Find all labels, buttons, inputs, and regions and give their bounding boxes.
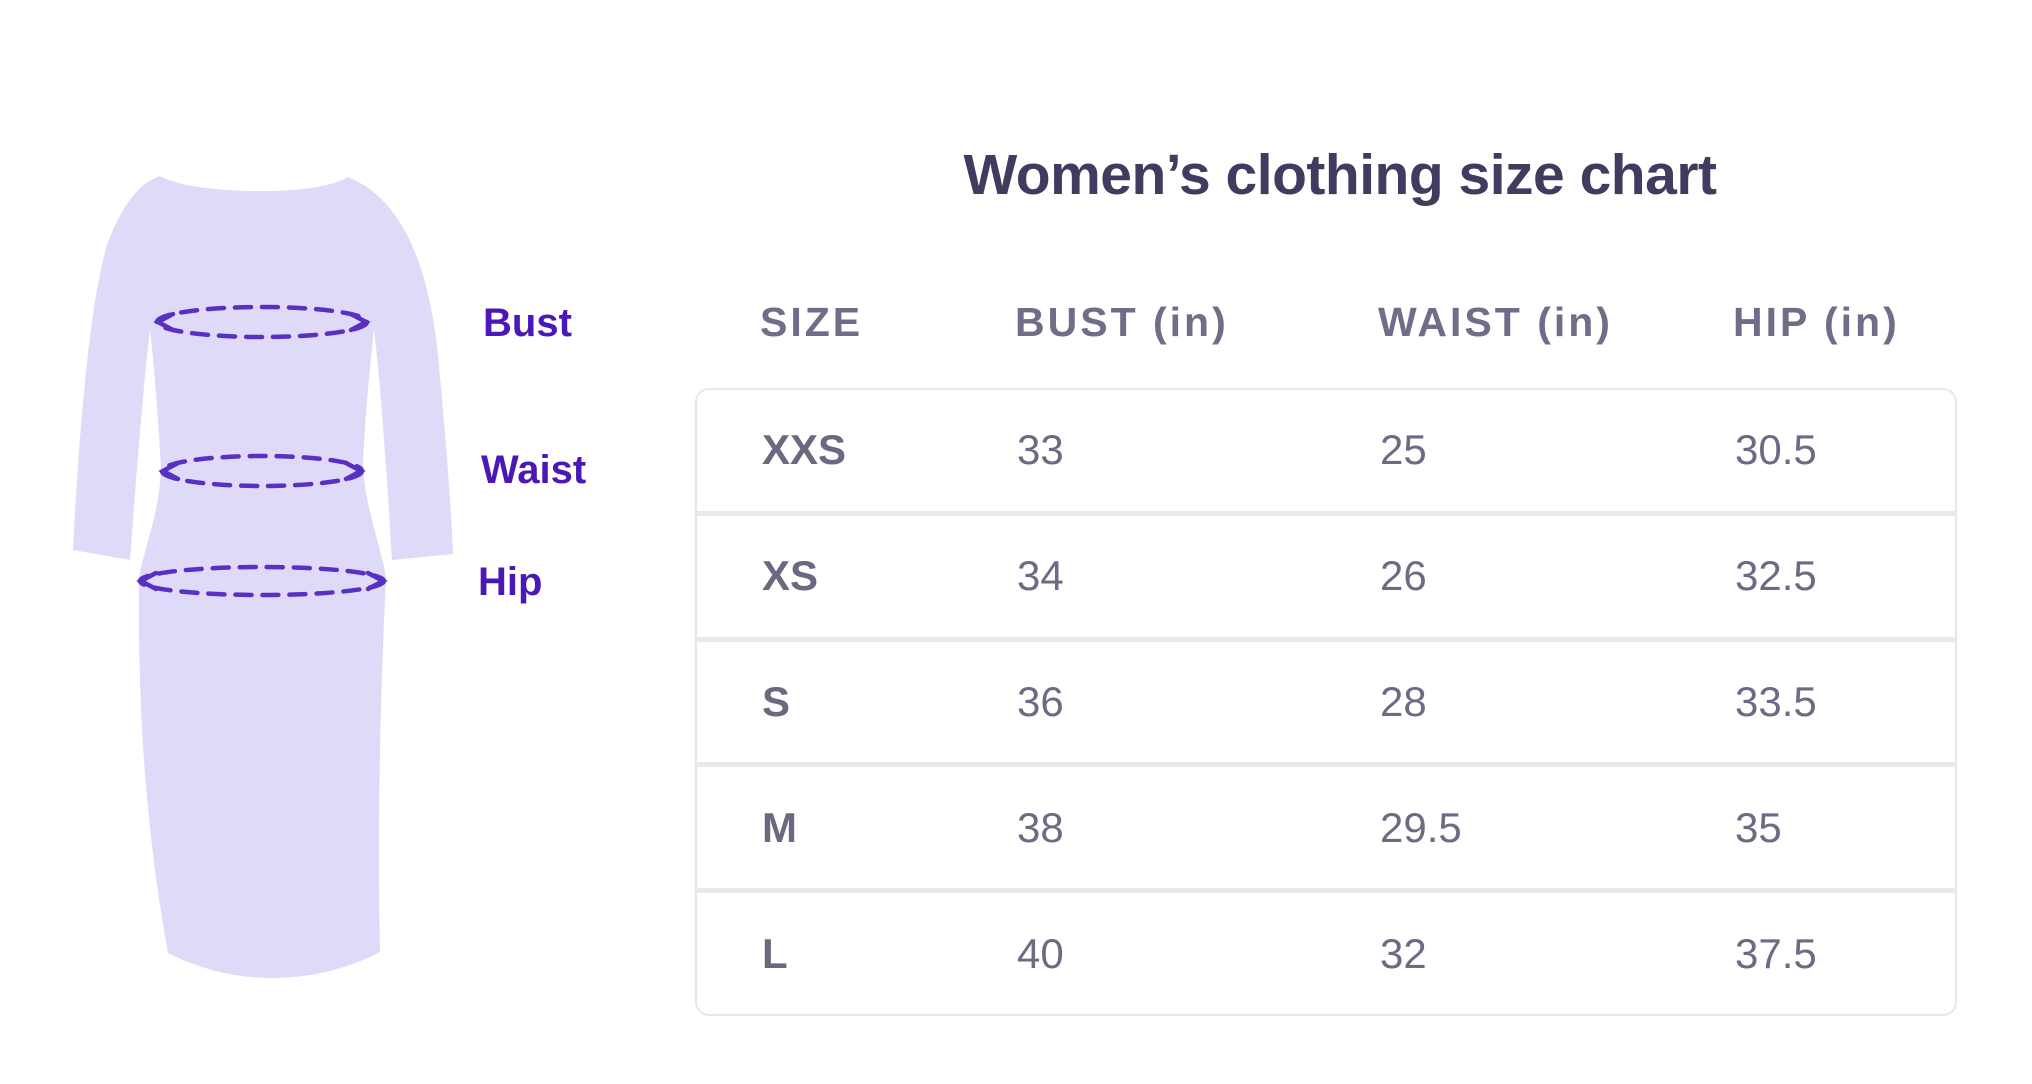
table-row-xxs: XXS 33 25 30.5 (697, 390, 1955, 511)
waist-cell: 28 (1380, 677, 1427, 725)
waist-cell: 32 (1380, 929, 1427, 977)
bust-cell: 34 (1017, 552, 1064, 600)
size-cell: S (762, 677, 791, 725)
size-cell: M (762, 803, 797, 851)
hip-cell: 35 (1735, 803, 1782, 851)
waist-cell: 25 (1380, 426, 1427, 474)
hip-cell: 33.5 (1735, 677, 1817, 725)
column-header-size: SIZE (760, 299, 864, 345)
table-header-row: SIZE BUST (in) WAIST (in) HIP (in) (695, 300, 1957, 344)
table-row-xs: XS 34 26 32.5 (697, 510, 1955, 637)
size-cell: XS (762, 552, 819, 600)
bust-label: Bust (483, 301, 572, 345)
table-row-s: S 36 28 33.5 (697, 636, 1955, 763)
size-table: XXS 33 25 30.5 XS 34 26 32.5 S 36 28 33.… (695, 388, 1957, 1016)
bust-arrow-tips (153, 311, 371, 333)
waist-arrow-tips (158, 460, 366, 482)
column-header-hip: HIP (in) (1733, 299, 1900, 345)
dress-silhouette (73, 176, 453, 978)
waist-cell: 26 (1380, 552, 1427, 600)
waist-label: Waist (481, 448, 587, 492)
page-title: Women’s clothing size chart (963, 143, 1717, 207)
size-cell: L (762, 929, 788, 977)
table-row-l: L 40 32 37.5 (697, 888, 1955, 1014)
bust-cell: 40 (1017, 929, 1064, 977)
bust-cell: 33 (1017, 426, 1064, 474)
dress-illustration (73, 176, 453, 978)
table-row-m: M 38 29.5 35 (697, 762, 1955, 888)
size-cell: XXS (762, 426, 847, 474)
bust-cell: 38 (1017, 803, 1064, 851)
hip-arrow-tips (136, 570, 388, 592)
column-header-waist: WAIST (in) (1378, 299, 1613, 345)
bust-cell: 36 (1017, 677, 1064, 725)
size-chart-figure (60, 120, 580, 1020)
hip-cell: 30.5 (1735, 426, 1817, 474)
hip-label: Hip (478, 560, 543, 604)
hip-cell: 32.5 (1735, 552, 1817, 600)
waist-cell: 29.5 (1380, 803, 1462, 851)
column-header-bust: BUST (in) (1015, 299, 1229, 345)
hip-cell: 37.5 (1735, 929, 1817, 977)
